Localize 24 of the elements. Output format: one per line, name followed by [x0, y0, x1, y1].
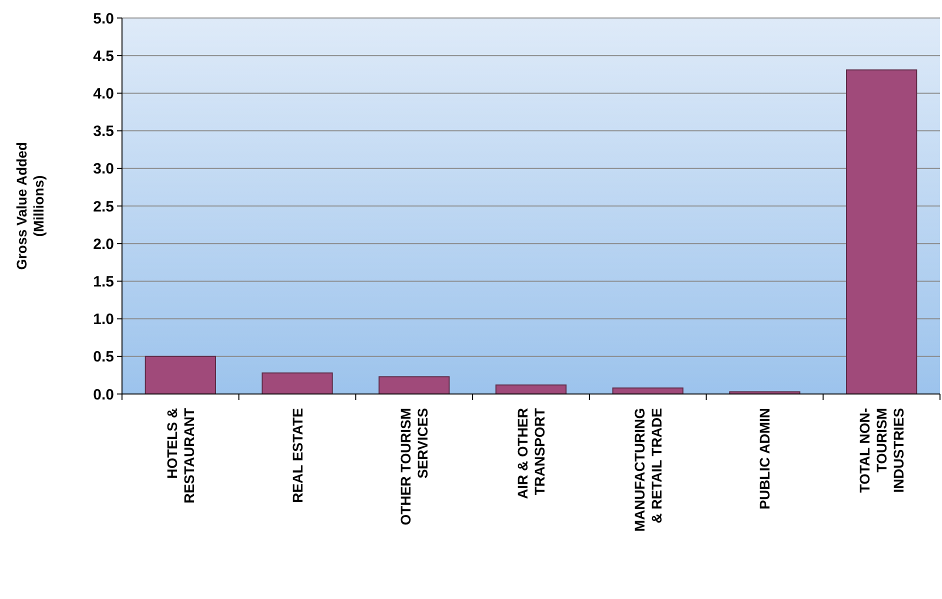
x-tick-label: TOTAL NON-TOURISM INDUSTRIES: [856, 408, 907, 493]
bar: [495, 384, 567, 394]
y-axis-title: Gross Value Added (Millions): [14, 142, 46, 270]
y-tick-label: 0.0: [93, 386, 114, 404]
x-tick-label: PUBLIC ADMIN: [756, 408, 773, 510]
y-tick-label: 3.5: [93, 123, 114, 140]
bar: [378, 376, 450, 394]
bar: [144, 356, 216, 394]
x-tick-label: AIR & OTHER TRANSPORT: [514, 408, 548, 499]
y-tick-label: 2.5: [93, 198, 114, 216]
y-tick-label: 5.0: [93, 10, 114, 28]
y-tick-label: 1.5: [93, 273, 114, 290]
y-tick-label: 4.0: [93, 85, 114, 102]
y-tick-label: 2.0: [93, 236, 114, 253]
y-tick-label: 0.5: [93, 348, 114, 366]
x-tick-label: MANUFACTURING & RETAIL TRADE: [631, 408, 664, 532]
bar: [846, 69, 918, 394]
y-tick-label: 1.0: [93, 311, 114, 328]
y-tick-label: 3.0: [93, 160, 114, 178]
x-tick-label: HOTELS & RESTAURANT: [164, 408, 197, 504]
x-tick-label: OTHER TOURISM SERVICES: [398, 408, 431, 526]
bar: [262, 372, 333, 394]
y-tick-label: 4.5: [93, 48, 114, 65]
x-tick-label: REAL ESTATE: [289, 408, 306, 503]
